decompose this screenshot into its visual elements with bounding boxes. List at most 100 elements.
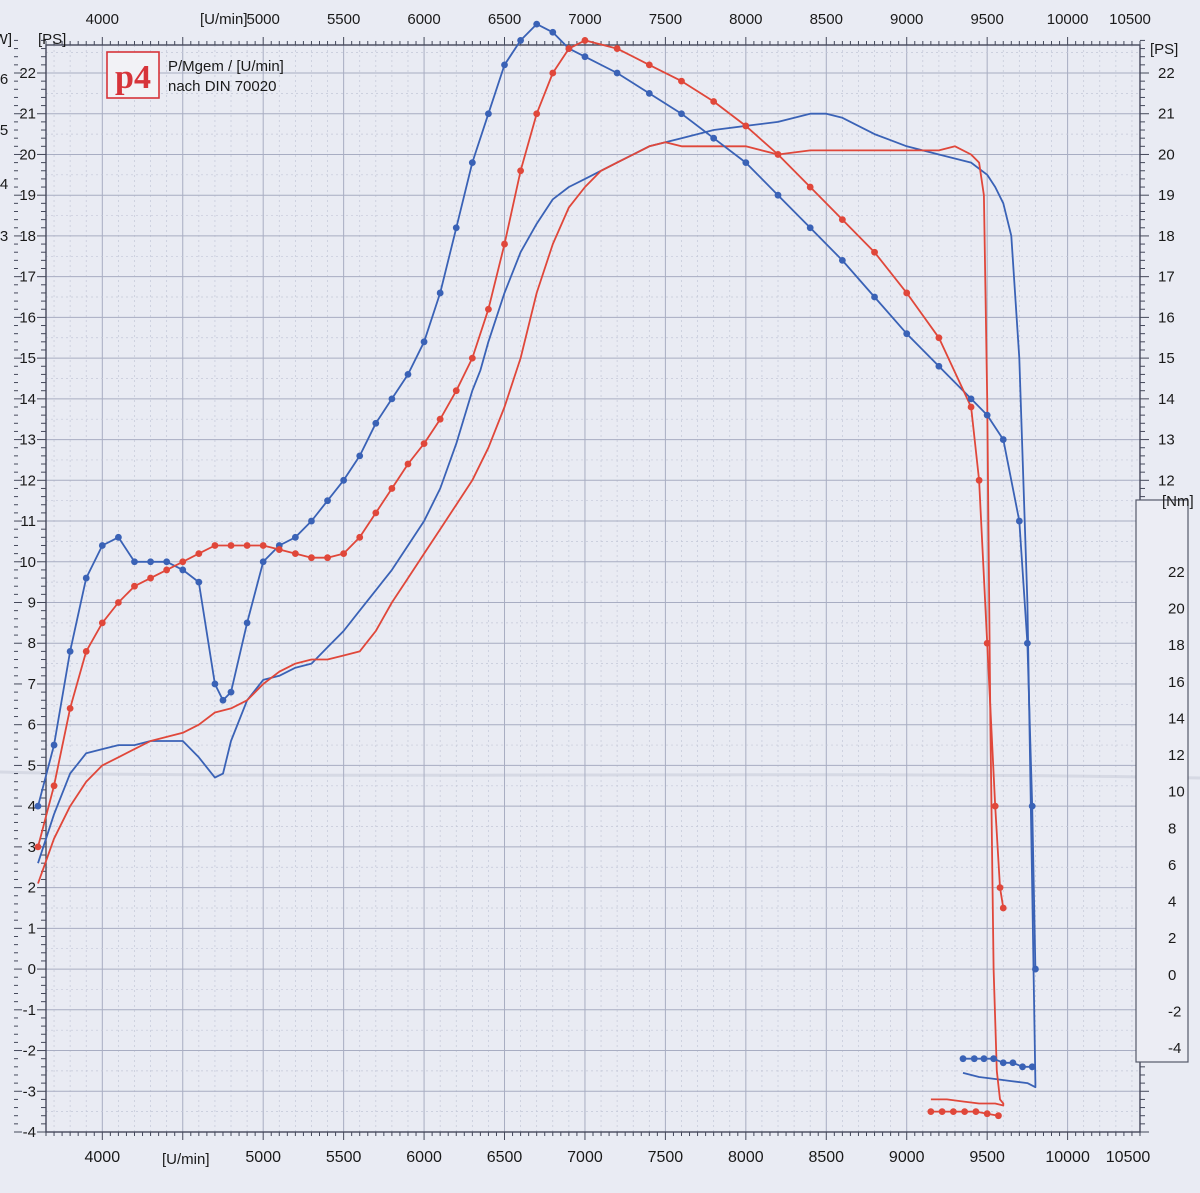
kw-tick-label: 6 xyxy=(0,71,8,88)
series-marker-3 xyxy=(774,151,782,158)
series-marker-2 xyxy=(227,688,235,696)
y-tick-right-label: 18 xyxy=(1158,228,1175,245)
x-tick-top-label: 6000 xyxy=(407,11,440,28)
series-marker-3 xyxy=(996,884,1004,892)
y-tick-left-label: 13 xyxy=(19,432,36,449)
y2-tick-label: 6 xyxy=(1168,857,1176,874)
series-marker-3 xyxy=(903,289,911,297)
y-tick-left-label: 1 xyxy=(28,920,36,937)
series-marker-4 xyxy=(980,1055,988,1063)
x-tick-top-label: 5500 xyxy=(327,11,360,28)
series-marker-5 xyxy=(972,1108,980,1116)
x-tick-bottom-label: 8000 xyxy=(728,1149,764,1166)
nm-unit-right: [Nm] xyxy=(1162,493,1194,510)
series-marker-3 xyxy=(259,542,267,549)
y-tick-left-label: 19 xyxy=(19,187,36,204)
series-marker-2 xyxy=(147,558,154,566)
y2-tick-label: -4 xyxy=(1168,1040,1181,1057)
series-marker-2 xyxy=(356,452,364,460)
series-marker-2 xyxy=(50,741,58,749)
y-tick-right-label: 14 xyxy=(1158,391,1175,408)
series-marker-2 xyxy=(517,37,525,44)
y-tick-left-label: 4 xyxy=(28,798,36,815)
series-marker-2 xyxy=(533,20,541,28)
y-tick-left-label: 15 xyxy=(19,350,36,367)
y2-tick-label: 2 xyxy=(1168,930,1176,947)
series-marker-3 xyxy=(501,240,508,248)
series-marker-2 xyxy=(871,293,878,301)
y-tick-left-label: -4 xyxy=(23,1124,36,1141)
y-tick-left-label: 12 xyxy=(19,472,36,489)
y-tick-left-label: 17 xyxy=(19,269,36,286)
series-marker-2 xyxy=(308,517,315,525)
series-marker-4 xyxy=(970,1055,978,1063)
series-marker-5 xyxy=(995,1112,1002,1120)
y-tick-left-label: 20 xyxy=(19,146,36,163)
y-tick-left-label: 18 xyxy=(19,228,36,245)
x-tick-bottom-label: 10000 xyxy=(1045,1149,1090,1166)
y2-tick-label: 18 xyxy=(1168,637,1185,654)
series-marker-3 xyxy=(935,334,943,342)
series-marker-2 xyxy=(114,533,122,541)
series-marker-3 xyxy=(114,599,122,606)
series-marker-2 xyxy=(903,330,911,338)
x-tick-bottom-label: 5000 xyxy=(245,1149,281,1166)
series-marker-2 xyxy=(179,566,187,574)
series-marker-2 xyxy=(742,159,750,167)
series-marker-3 xyxy=(710,98,718,105)
series-marker-2 xyxy=(219,696,227,704)
series-marker-2 xyxy=(581,53,589,61)
x-tick-bottom-label: 6000 xyxy=(406,1149,442,1166)
series-marker-2 xyxy=(388,395,396,403)
series-marker-3 xyxy=(533,110,541,118)
y-tick-left-label: 6 xyxy=(28,717,36,734)
series-marker-2 xyxy=(420,338,428,346)
y-tick-left-label: 0 xyxy=(28,961,36,978)
y-tick-left-label: -2 xyxy=(23,1043,36,1060)
x-tick-bottom-label: 5500 xyxy=(326,1149,362,1166)
y-tick-right-label: 19 xyxy=(1158,187,1175,204)
rpm-unit-top: [U/min] xyxy=(200,11,248,28)
series-marker-3 xyxy=(549,69,557,77)
series-marker-3 xyxy=(34,843,42,851)
series-marker-2 xyxy=(967,395,975,403)
series-marker-4 xyxy=(1009,1059,1017,1067)
y2-tick-label: 4 xyxy=(1168,894,1176,911)
series-marker-2 xyxy=(324,497,331,505)
series-marker-3 xyxy=(838,216,846,224)
series-marker-3 xyxy=(645,61,653,69)
series-marker-3 xyxy=(179,558,187,566)
y-tick-left-label: 11 xyxy=(20,513,36,530)
y2-tick-label: -2 xyxy=(1168,1003,1181,1020)
y2-tick-label: 16 xyxy=(1168,674,1185,691)
y-tick-left-label: 2 xyxy=(28,880,36,897)
series-marker-3 xyxy=(999,904,1007,912)
series-marker-4 xyxy=(1019,1063,1026,1071)
series-marker-2 xyxy=(436,289,444,297)
series-marker-2 xyxy=(195,578,203,586)
series-marker-2 xyxy=(163,558,171,566)
series-marker-2 xyxy=(34,802,42,810)
x-tick-bottom-label: 10500 xyxy=(1106,1149,1151,1166)
series-marker-3 xyxy=(806,183,814,191)
series-line-power-0 xyxy=(37,112,1037,1089)
series-marker-3 xyxy=(324,554,331,562)
y-tick-left-label: 16 xyxy=(19,309,36,326)
y2-tick-label: 8 xyxy=(1168,820,1176,837)
series-marker-5 xyxy=(949,1108,957,1116)
series-marker-3 xyxy=(372,509,380,517)
series-marker-5 xyxy=(983,1110,991,1118)
x-tick-top-label: 10000 xyxy=(1047,11,1089,28)
series-marker-2 xyxy=(806,224,814,232)
series-marker-2 xyxy=(340,476,348,484)
series-marker-3 xyxy=(308,554,315,562)
chart-grid xyxy=(46,45,1140,1133)
series-marker-4 xyxy=(999,1059,1007,1067)
series-marker-3 xyxy=(147,574,154,582)
series-marker-2 xyxy=(774,191,782,199)
series-marker-2 xyxy=(468,159,476,167)
series-marker-3 xyxy=(291,550,299,558)
rpm-unit-bottom: [U/min] xyxy=(162,1151,210,1168)
series-marker-2 xyxy=(1023,639,1031,647)
series-marker-3 xyxy=(131,582,138,590)
